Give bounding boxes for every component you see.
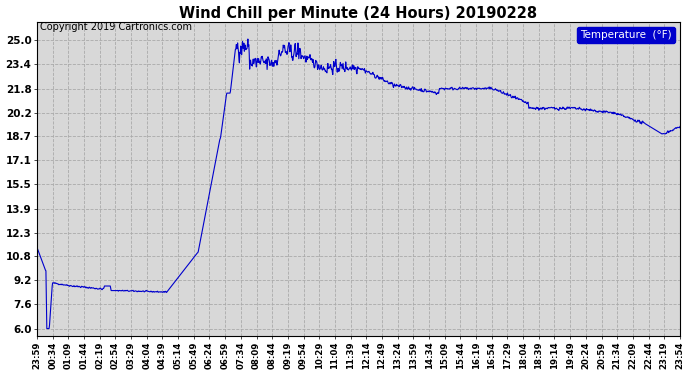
Legend: Temperature  (°F): Temperature (°F)	[577, 27, 675, 43]
Text: Copyright 2019 Cartronics.com: Copyright 2019 Cartronics.com	[40, 22, 193, 32]
Title: Wind Chill per Minute (24 Hours) 20190228: Wind Chill per Minute (24 Hours) 2019022…	[179, 6, 538, 21]
